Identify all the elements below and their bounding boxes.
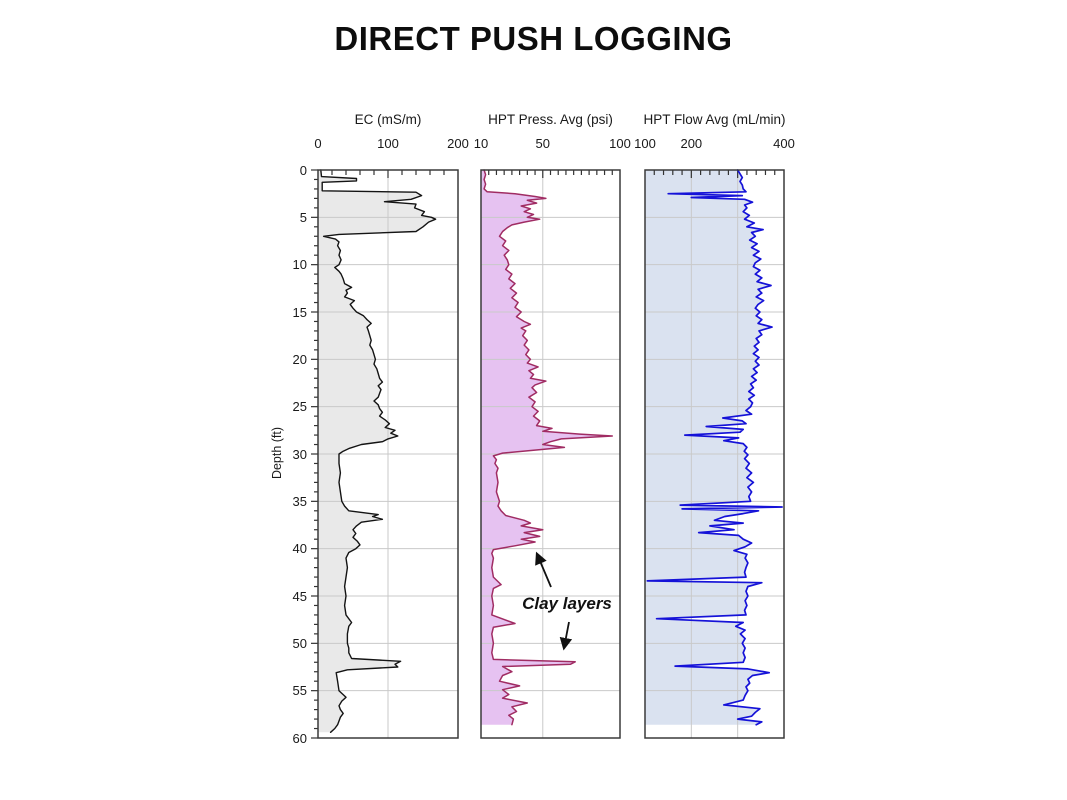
hpt-press-panel-title: HPT Press. Avg (psi) — [488, 112, 613, 127]
ec-plot — [317, 169, 459, 739]
depth-tick-label: 45 — [292, 588, 307, 604]
x-tick-label: 100 — [609, 136, 631, 151]
hpt-press-plot — [480, 169, 621, 739]
x-tick-label: 10 — [473, 136, 489, 151]
x-tick-label: 100 — [634, 136, 656, 151]
depth-axis-ticks — [311, 169, 318, 739]
page-title: DIRECT PUSH LOGGING — [334, 20, 733, 57]
depth-tick-label: 0 — [299, 162, 307, 178]
x-tick-label: 50 — [535, 136, 550, 151]
depth-tick-label: 25 — [292, 399, 307, 415]
depth-axis-label: Depth (ft) — [270, 426, 284, 480]
hpt-flow-plot — [644, 169, 785, 739]
clay-layers-annotation: Clay layers — [522, 594, 612, 613]
x-tick-label: 100 — [377, 136, 399, 151]
x-tick-label: 400 — [773, 136, 795, 151]
x-tick-label: 200 — [447, 136, 469, 151]
depth-tick-label: 50 — [292, 635, 307, 651]
depth-tick-label: 20 — [292, 351, 307, 367]
ec-panel-title: EC (mS/m) — [354, 112, 422, 127]
x-tick-label: 200 — [680, 136, 703, 151]
depth-tick-label: 10 — [292, 257, 307, 273]
x-tick-label: 0 — [314, 136, 322, 151]
depth-tick-label: 5 — [299, 209, 307, 225]
depth-tick-label: 15 — [292, 304, 307, 320]
depth-tick-label: 55 — [292, 683, 307, 699]
depth-tick-label: 30 — [292, 446, 307, 462]
depth-tick-label: 60 — [292, 730, 307, 746]
depth-tick-label: 40 — [292, 541, 307, 557]
hpt-flow-panel-title: HPT Flow Avg (mL/min) — [643, 112, 786, 127]
depth-tick-label: 35 — [292, 493, 307, 509]
